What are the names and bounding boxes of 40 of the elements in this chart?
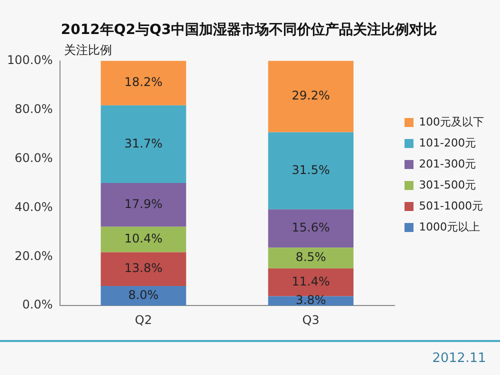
y-tick-label: 80.0% xyxy=(14,102,53,116)
bar xyxy=(268,132,354,210)
data-label: 10.4% xyxy=(124,232,163,246)
bar xyxy=(100,60,186,106)
chart-title: 2012年Q2与Q3中国加湿器市场不同价位产品关注比例对比 xyxy=(60,21,438,38)
bar xyxy=(268,248,354,268)
data-label: 31.5% xyxy=(292,162,330,177)
legend-label: 101-200元 xyxy=(419,136,476,150)
legend-label: 1000元以上 xyxy=(419,220,480,234)
x-tick-label: Q2 xyxy=(134,312,152,327)
bar xyxy=(268,60,354,132)
data-label: 29.2% xyxy=(292,88,330,103)
x-tick-label: Q3 xyxy=(302,312,320,327)
y-tick-label: 100.0% xyxy=(6,52,53,67)
data-label: 8.5% xyxy=(296,250,326,264)
bar xyxy=(100,226,186,252)
data-label: 15.6% xyxy=(292,220,330,235)
data-label: 11.4% xyxy=(292,274,330,288)
legend-label: 100元及以下 xyxy=(419,115,484,128)
bar xyxy=(268,209,354,248)
y-tick-label: 0.0% xyxy=(22,298,53,312)
data-label: 17.9% xyxy=(124,196,163,211)
bar xyxy=(100,252,186,286)
legend-label: 501-1000元 xyxy=(419,199,483,212)
legend-label: 201-300元 xyxy=(419,157,476,170)
y-tick-label: 60.0% xyxy=(14,150,53,165)
bar xyxy=(100,286,186,306)
data-label: 31.7% xyxy=(124,136,163,150)
y-axis-title: 关注比例 xyxy=(64,42,112,57)
bar xyxy=(100,182,186,227)
legend-label: 301-500元 xyxy=(419,178,476,192)
data-label: 13.8% xyxy=(124,261,163,276)
text: 2012.11 xyxy=(432,351,486,366)
bar xyxy=(100,105,186,183)
bar xyxy=(268,268,354,296)
data-label: 18.2% xyxy=(124,75,163,90)
y-tick-label: 20.0% xyxy=(14,248,53,263)
data-label: 3.8% xyxy=(296,293,326,308)
y-tick-label: 40.0% xyxy=(14,200,53,214)
data-label: 8.0% xyxy=(128,288,159,302)
